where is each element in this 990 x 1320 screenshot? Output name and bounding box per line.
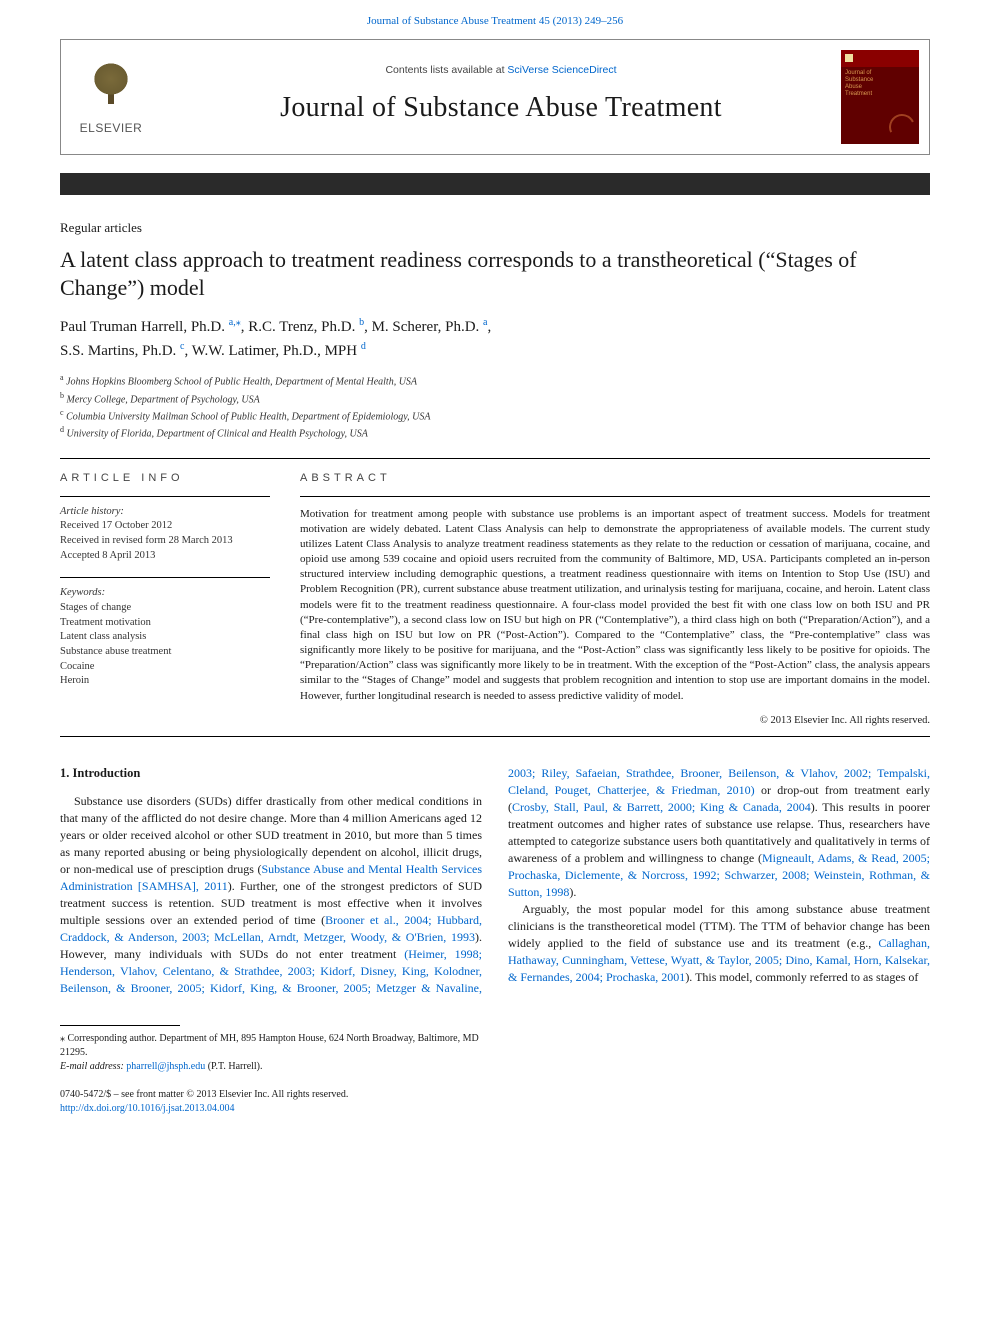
article-info-heading: ARTICLE INFO <box>60 471 270 486</box>
affiliation: b Mercy College, Department of Psycholog… <box>60 390 930 407</box>
journal-title: Journal of Substance Abuse Treatment <box>280 89 722 127</box>
contents-prefix: Contents lists available at <box>385 64 507 76</box>
journal-cover-thumbnail[interactable]: Journal ofSubstanceAbuseTreatment <box>841 50 919 144</box>
corresponding-author-block: ⁎ Corresponding author. Department of MH… <box>60 1017 490 1074</box>
article-title: A latent class approach to treatment rea… <box>60 246 930 301</box>
email-label: E-mail address: <box>60 1061 124 1072</box>
keyword: Treatment motivation <box>60 616 270 631</box>
intro-heading: 1. Introduction <box>60 765 482 783</box>
body-paragraph: Arguably, the most popular model for thi… <box>508 901 930 986</box>
section-divider <box>60 736 930 737</box>
footer-left: ⁎ Corresponding author. Department of MH… <box>60 997 490 1115</box>
keyword: Cocaine <box>60 660 270 675</box>
history-label: Article history: <box>60 505 270 520</box>
author: Paul Truman Harrell, Ph.D. a,⁎ <box>60 319 241 335</box>
body-text: ). This model, commonly referred to as s… <box>685 970 918 984</box>
footnote-divider <box>60 1025 180 1026</box>
author: W.W. Latimer, Ph.D., MPH d <box>192 343 366 359</box>
sciencedirect-link[interactable]: SciVerse ScienceDirect <box>507 64 616 76</box>
masthead-center: Contents lists available at SciVerse Sci… <box>161 40 841 154</box>
elsevier-tree-icon <box>81 58 141 118</box>
keywords-block: Keywords: Stages of change Treatment mot… <box>60 586 270 689</box>
abstract-column: ABSTRACT Motivation for treatment among … <box>300 471 930 728</box>
affiliation: c Columbia University Mailman School of … <box>60 407 930 424</box>
citation-link[interactable]: Crosby, Stall, Paul, & Barrett, 2000; Ki… <box>512 800 811 814</box>
author-list: Paul Truman Harrell, Ph.D. a,⁎, R.C. Tre… <box>60 315 930 362</box>
cover-swirl-icon <box>885 110 918 143</box>
keyword: Substance abuse treatment <box>60 645 270 660</box>
affil-sup: a <box>60 373 64 382</box>
keyword: Stages of change <box>60 601 270 616</box>
body-two-column: 1. Introduction Substance use disorders … <box>60 765 930 997</box>
dark-divider-bar <box>60 173 930 195</box>
section-divider <box>60 458 930 459</box>
abstract-divider <box>300 496 930 497</box>
issn-line: 0740-5472/$ – see front matter © 2013 El… <box>60 1088 490 1102</box>
keywords-label: Keywords: <box>60 586 270 601</box>
author-name: S.S. Martins, Ph.D. <box>60 343 176 359</box>
author: M. Scherer, Ph.D. a <box>372 319 488 335</box>
author-name: R.C. Trenz, Ph.D. <box>248 319 355 335</box>
publisher-name: ELSEVIER <box>80 120 143 136</box>
cover-bottom <box>841 102 919 144</box>
author-affil-sup[interactable]: a <box>483 317 487 328</box>
author: R.C. Trenz, Ph.D. b <box>248 319 364 335</box>
info-divider <box>60 577 270 578</box>
author-name: Paul Truman Harrell, Ph.D. <box>60 319 225 335</box>
journal-citation-link[interactable]: Journal of Substance Abuse Treatment 45 … <box>0 0 990 39</box>
history-item: Received in revised form 28 March 2013 <box>60 534 270 549</box>
abstract-copyright: © 2013 Elsevier Inc. All rights reserved… <box>300 714 930 728</box>
body-text: Arguably, the most popular model for thi… <box>508 902 930 950</box>
doi-link[interactable]: http://dx.doi.org/10.1016/j.jsat.2013.04… <box>60 1103 235 1114</box>
info-abstract-row: ARTICLE INFO Article history: Received 1… <box>60 471 930 728</box>
author: S.S. Martins, Ph.D. c <box>60 343 184 359</box>
author-name: W.W. Latimer, Ph.D., MPH <box>192 343 357 359</box>
affil-sup: c <box>60 408 64 417</box>
article-history-block: Article history: Received 17 October 201… <box>60 505 270 564</box>
email-link[interactable]: pharrell@jhsph.edu <box>126 1061 205 1072</box>
author-affil-sup[interactable]: c <box>180 341 184 352</box>
cover-top-band <box>841 50 919 67</box>
author-affil-sup[interactable]: a, <box>229 317 236 328</box>
affil-text: Columbia University Mailman School of Pu… <box>66 411 430 422</box>
abstract-heading: ABSTRACT <box>300 471 930 486</box>
issn-doi-block: 0740-5472/$ – see front matter © 2013 El… <box>60 1088 490 1115</box>
affil-text: University of Florida, Department of Cli… <box>67 429 368 440</box>
email-name: (P.T. Harrell). <box>208 1061 263 1072</box>
affiliation-list: a Johns Hopkins Bloomberg School of Publ… <box>60 372 930 441</box>
article-info-column: ARTICLE INFO Article history: Received 1… <box>60 471 270 728</box>
email-line: E-mail address: pharrell@jhsph.edu (P.T.… <box>60 1060 490 1074</box>
body-text: ). <box>569 885 576 899</box>
keyword: Heroin <box>60 674 270 689</box>
info-divider <box>60 496 270 497</box>
masthead: ELSEVIER Contents lists available at Sci… <box>60 39 930 155</box>
author-name: M. Scherer, Ph.D. <box>372 319 480 335</box>
history-item: Accepted 8 April 2013 <box>60 549 270 564</box>
article-type: Regular articles <box>60 219 930 237</box>
citation-text[interactable]: Journal of Substance Abuse Treatment 45 … <box>367 15 623 27</box>
affil-text: Mercy College, Department of Psychology,… <box>67 394 260 405</box>
publisher-logo[interactable]: ELSEVIER <box>61 40 161 154</box>
affil-sup: d <box>60 425 64 434</box>
affil-text: Johns Hopkins Bloomberg School of Public… <box>66 377 417 388</box>
cover-journal-text: Journal ofSubstanceAbuseTreatment <box>841 67 919 102</box>
contents-available-line: Contents lists available at SciVerse Sci… <box>385 63 616 77</box>
keyword: Latent class analysis <box>60 630 270 645</box>
corresponding-text: ⁎ Corresponding author. Department of MH… <box>60 1032 490 1060</box>
footer-row: ⁎ Corresponding author. Department of MH… <box>60 997 930 1115</box>
corresponding-star-icon[interactable]: ⁎ <box>236 317 241 328</box>
author-affil-sup[interactable]: d <box>361 341 366 352</box>
affil-sup: b <box>60 391 64 400</box>
author-affil-sup[interactable]: b <box>359 317 364 328</box>
abstract-text: Motivation for treatment among people wi… <box>300 507 930 704</box>
history-item: Received 17 October 2012 <box>60 519 270 534</box>
affiliation: d University of Florida, Department of C… <box>60 424 930 441</box>
article-content: Regular articles A latent class approach… <box>0 219 990 1155</box>
affiliation: a Johns Hopkins Bloomberg School of Publ… <box>60 372 930 389</box>
